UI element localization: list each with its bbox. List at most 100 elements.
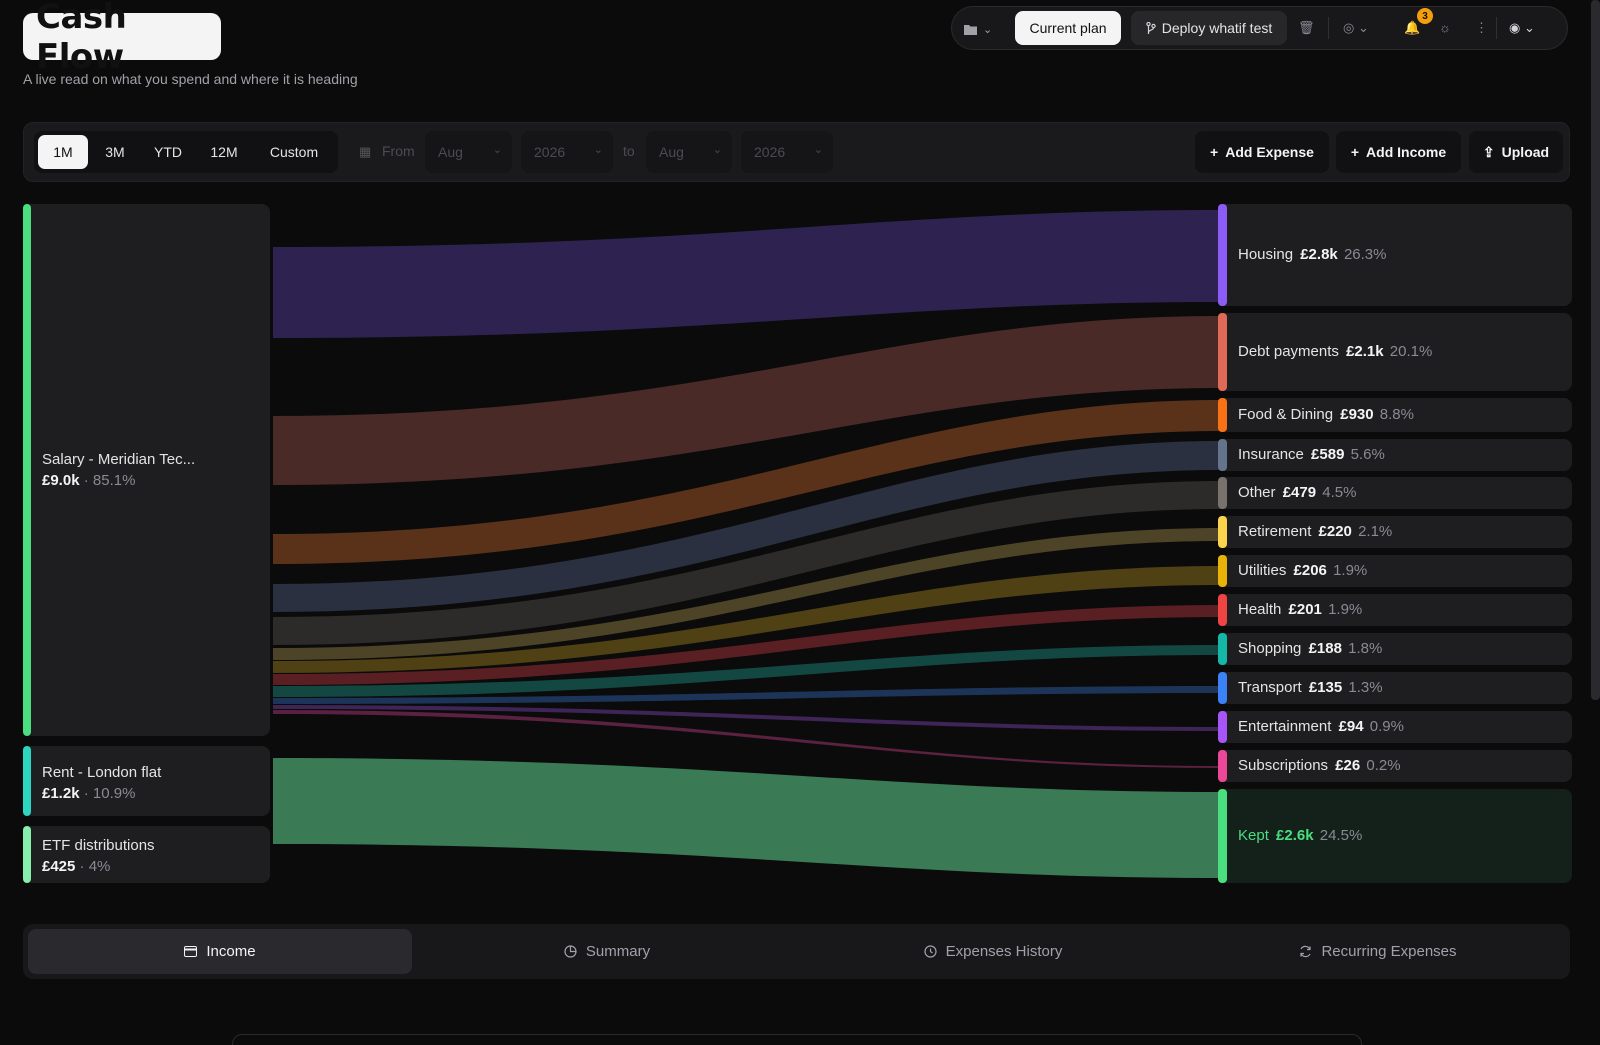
more-vertical-icon[interactable]: ⋮: [1475, 20, 1488, 35]
chevron-down-icon: ⌄: [712, 144, 722, 156]
tab-recurring-expenses[interactable]: Recurring Expenses: [1186, 929, 1570, 974]
target-label: Entertainment £94 0.9%: [1238, 718, 1404, 735]
target-name: Health: [1238, 601, 1282, 618]
folder-icon: [964, 24, 977, 35]
source-node-etf[interactable]: ETF distributions £425 · 4%: [23, 826, 270, 883]
target-percent: 1.9%: [1328, 601, 1363, 618]
flow-utilities[interactable]: [273, 566, 1222, 673]
target-label: Housing £2.8k 26.3%: [1238, 246, 1386, 263]
target-amount: £2.6k: [1276, 827, 1314, 844]
current-plan-button[interactable]: Current plan: [1015, 11, 1121, 45]
flow-transport[interactable]: [273, 686, 1222, 704]
target-name: Entertainment: [1238, 718, 1332, 735]
add-income-button[interactable]: + Add Income: [1336, 131, 1461, 173]
target-node-shopping[interactable]: Shopping £188 1.8%: [1218, 633, 1572, 665]
clock-icon: [924, 945, 937, 958]
tab-expenses-history[interactable]: Expenses History: [801, 929, 1185, 974]
range-selector: 1M 3M YTD 12M Custom: [34, 131, 338, 173]
source-amount: £9.0k: [42, 472, 80, 489]
source-percent: 10.9%: [92, 785, 136, 802]
add-income-label: Add Income: [1366, 144, 1447, 160]
from-year-select[interactable]: 2026 ⌄: [521, 131, 613, 173]
branch-icon: [1146, 22, 1156, 34]
target-percent: 1.3%: [1348, 679, 1383, 696]
trash-icon[interactable]: 🗑: [1298, 20, 1315, 35]
next-panel-edge: [232, 1034, 1362, 1045]
top-toolbar: ⌄ Current plan Deploy whatif test 🗑 ◎ ⌄ …: [951, 6, 1568, 50]
flow-insurance[interactable]: [273, 441, 1222, 612]
target-node-entertainment[interactable]: Entertainment £94 0.9%: [1218, 711, 1572, 743]
source-name: Rent - London flat: [42, 764, 162, 781]
target-color-bar: [1218, 204, 1227, 306]
range-12m-button[interactable]: 12M: [210, 144, 238, 160]
source-amount: £425: [42, 858, 76, 875]
flow-other[interactable]: [273, 481, 1222, 645]
target-node-debt-payments[interactable]: Debt payments £2.1k 20.1%: [1218, 313, 1572, 391]
source-node-rent[interactable]: Rent - London flat £1.2k · 10.9%: [23, 746, 270, 816]
flow-health[interactable]: [273, 605, 1222, 685]
add-expense-button[interactable]: + Add Expense: [1195, 131, 1329, 173]
target-color-bar: [1218, 398, 1227, 432]
flow-shopping[interactable]: [273, 645, 1222, 697]
target-name: Housing: [1238, 246, 1294, 263]
target-color-bar: [1218, 516, 1227, 548]
target-name: Retirement: [1238, 523, 1312, 540]
target-label: Kept £2.6k 24.5%: [1238, 827, 1362, 844]
flow-entertainment[interactable]: [273, 705, 1222, 731]
deploy-branch-button[interactable]: Deploy whatif test: [1131, 11, 1287, 45]
target-percent: 0.9%: [1369, 718, 1404, 735]
target-percent: 1.9%: [1333, 562, 1368, 579]
target-node-other[interactable]: Other £479 4.5%: [1218, 477, 1572, 509]
scrollbar[interactable]: [1591, 0, 1600, 700]
target-color-bar: [1218, 672, 1227, 704]
to-year-select[interactable]: 2026 ⌄: [741, 131, 833, 173]
target-node-food-dining[interactable]: Food & Dining £930 8.8%: [1218, 398, 1572, 432]
target-node-kept[interactable]: Kept £2.6k 24.5%: [1218, 789, 1572, 883]
upload-button[interactable]: ⇪ Upload: [1469, 131, 1563, 173]
source-value: £425 · 4%: [42, 858, 111, 875]
target-color-bar: [1218, 750, 1227, 782]
range-ytd-button[interactable]: YTD: [154, 144, 182, 160]
target-node-transport[interactable]: Transport £135 1.3%: [1218, 672, 1572, 704]
folder-dropdown[interactable]: ⌄: [964, 20, 1004, 38]
target-color-bar: [1218, 477, 1227, 509]
to-month-select[interactable]: Aug ⌄: [646, 131, 732, 173]
flow-retirement[interactable]: [273, 528, 1222, 660]
target-label: Debt payments £2.1k 20.1%: [1238, 343, 1432, 360]
target-percent: 1.8%: [1348, 640, 1383, 657]
user-avatar-icon[interactable]: ◉ ⌄: [1509, 20, 1535, 35]
target-percent: 5.6%: [1350, 446, 1385, 463]
bell-icon[interactable]: 🔔: [1404, 20, 1421, 35]
target-node-retirement[interactable]: Retirement £220 2.1%: [1218, 516, 1572, 548]
target-node-insurance[interactable]: Insurance £589 5.6%: [1218, 439, 1572, 471]
tab-summary[interactable]: Summary: [415, 929, 799, 974]
tab-label: Summary: [585, 943, 651, 960]
refresh-icon: [1300, 945, 1312, 958]
target-name: Debt payments: [1238, 343, 1339, 360]
target-percent: 26.3%: [1343, 246, 1387, 263]
flow-debt-payments[interactable]: [273, 316, 1222, 485]
source-node-salary[interactable]: Salary - Meridian Tec... £9.0k · 85.1%: [23, 204, 270, 736]
flow-kept[interactable]: [273, 758, 1222, 878]
flow-housing[interactable]: [273, 210, 1222, 338]
globe-icon[interactable]: ◎ ⌄: [1343, 20, 1369, 35]
target-amount: £2.8k: [1300, 246, 1338, 263]
range-1m-button[interactable]: 1M: [38, 135, 88, 169]
range-custom-button[interactable]: Custom: [269, 144, 319, 160]
deploy-label: Deploy whatif test: [1161, 20, 1273, 36]
range-3m-button[interactable]: 3M: [105, 144, 125, 160]
tab-income[interactable]: Income: [28, 929, 412, 974]
target-node-subscriptions[interactable]: Subscriptions £26 0.2%: [1218, 750, 1572, 782]
sun-icon[interactable]: ☼: [1439, 20, 1451, 35]
target-label: Retirement £220 2.1%: [1238, 523, 1392, 540]
from-month-select[interactable]: Aug ⌄: [425, 131, 512, 173]
target-color-bar: [1218, 711, 1227, 743]
flow-food-dining[interactable]: [273, 400, 1222, 564]
target-node-housing[interactable]: Housing £2.8k 26.3%: [1218, 204, 1572, 306]
target-percent: 8.8%: [1379, 406, 1414, 423]
target-node-health[interactable]: Health £201 1.9%: [1218, 594, 1572, 626]
target-label: Utilities £206 1.9%: [1238, 562, 1367, 579]
target-node-utilities[interactable]: Utilities £206 1.9%: [1218, 555, 1572, 587]
target-name: Subscriptions: [1238, 757, 1329, 774]
to-label: to: [623, 143, 635, 159]
